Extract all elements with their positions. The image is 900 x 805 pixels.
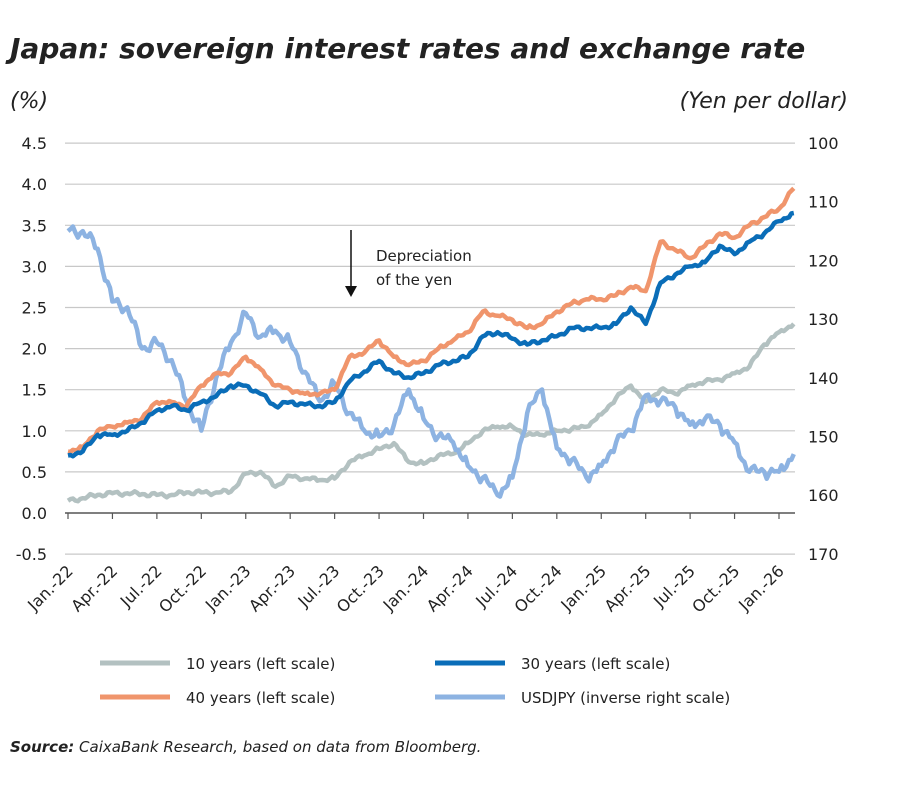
left-tick-label: 4.5 <box>22 134 47 153</box>
right-tick-label: 170 <box>808 545 839 564</box>
x-tick-label: Oct.-22 <box>155 561 210 616</box>
chart-title: Japan: sovereign interest rates and exch… <box>5 32 805 65</box>
x-tick-label: Oct.-25 <box>688 561 743 616</box>
x-tick-label: Jan.-26 <box>734 561 788 615</box>
source-text: CaixaBank Research, based on data from B… <box>79 738 481 756</box>
x-tick-label: Oct.-23 <box>333 561 388 616</box>
left-tick-label: 3.5 <box>22 216 47 235</box>
series-line-1 <box>67 210 795 459</box>
left-tick-label: 1.5 <box>22 381 47 400</box>
x-tick-label: Apr.-23 <box>245 561 299 615</box>
legend-label: 40 years (left scale) <box>186 689 335 707</box>
series-line-2 <box>67 186 796 455</box>
x-tick-label: Apr.-25 <box>600 561 654 615</box>
left-tick-label: 3.0 <box>22 257 47 276</box>
right-axis-label: (Yen per dollar) <box>680 89 848 114</box>
legend-item: 10 years (left scale) <box>100 655 335 673</box>
x-tick-label: Oct.-24 <box>511 561 566 616</box>
arrow-head <box>345 286 357 297</box>
right-tick-label: 140 <box>808 369 839 388</box>
right-tick-label: 150 <box>808 428 839 447</box>
x-tick-label: Jan.-25 <box>556 561 610 615</box>
right-tick-label: 100 <box>808 134 839 153</box>
x-tick-label: Jan.-22 <box>23 561 77 615</box>
left-axis-label: (%) <box>10 89 48 114</box>
legend-item: 30 years (left scale) <box>435 655 670 673</box>
depreciation-annotation: Depreciation of the yen <box>345 230 472 297</box>
x-tick-label: Jan.-24 <box>379 561 433 615</box>
right-tick-label: 160 <box>808 486 839 505</box>
right-tick-label: 130 <box>808 310 839 329</box>
left-tick-label: -0.5 <box>16 545 47 564</box>
right-tick-label: 110 <box>808 193 839 212</box>
left-tick-label: 1.0 <box>22 422 47 441</box>
legend-label: 10 years (left scale) <box>186 655 335 673</box>
legend-label: USDJPY (inverse right scale) <box>521 689 730 707</box>
x-tick-label: Jan.-23 <box>201 561 255 615</box>
x-tick-label: Apr.-24 <box>423 561 477 615</box>
left-tick-label: 0.0 <box>22 504 47 523</box>
annotation-line1: Depreciation <box>376 247 472 265</box>
left-tick-label: 2.5 <box>22 299 47 318</box>
x-tick-label: Apr.-22 <box>67 561 121 615</box>
legend-item: 40 years (left scale) <box>100 689 335 707</box>
series-line-0 <box>66 322 796 504</box>
source-note: Source: CaixaBank Research, based on dat… <box>10 738 481 756</box>
left-tick-label: 2.0 <box>22 340 47 359</box>
legend-label: 30 years (left scale) <box>521 655 670 673</box>
annotation-line2: of the yen <box>376 271 452 289</box>
source-label: Source: <box>10 738 74 756</box>
left-tick-label: 4.0 <box>22 175 47 194</box>
right-tick-label: 120 <box>808 251 839 270</box>
left-tick-label: 0.5 <box>22 463 47 482</box>
legend-item: USDJPY (inverse right scale) <box>435 689 730 707</box>
